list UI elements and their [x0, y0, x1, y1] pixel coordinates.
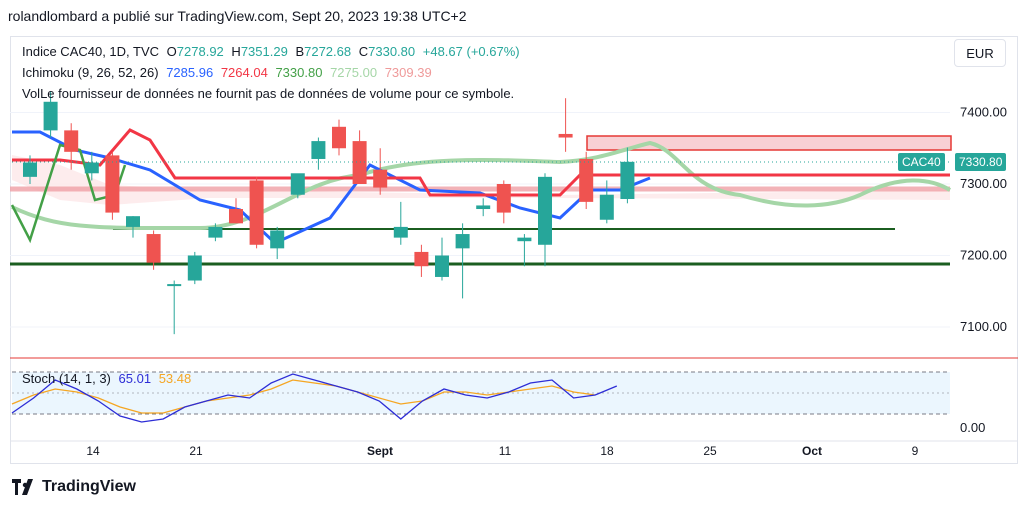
candle-body — [43, 101, 58, 131]
candle-body — [64, 130, 79, 152]
stoch-label[interactable]: Stoch (14, 1, 3) — [22, 371, 111, 386]
ichimoku-cloud — [12, 155, 950, 205]
symbol-tag: CAC40 — [898, 153, 945, 171]
stoch-d-line — [11, 379, 596, 414]
volume-note: Le fournisseur de données ne fournit pas… — [40, 86, 515, 101]
chart-frame — [10, 36, 1018, 464]
symbol-label[interactable]: Indice CAC40, 1D, TVC — [22, 44, 160, 59]
candle-body — [455, 234, 470, 249]
price-axis-label: 7200.00 — [960, 248, 1007, 263]
candle-body — [435, 255, 449, 277]
ichimoku-label[interactable]: Ichimoku (9, 26, 52, 26) — [22, 65, 159, 80]
time-axis-label: Oct — [802, 444, 822, 458]
last-price-tag: 7330.80 — [955, 153, 1007, 171]
candle-body — [517, 237, 532, 242]
resistance-zone — [586, 135, 952, 151]
candle-body — [599, 194, 614, 220]
candle-body — [476, 205, 491, 210]
candle-body — [290, 173, 305, 195]
close-prefix: C — [358, 44, 369, 59]
ichimoku-tenkan-value: 7285.96 — [166, 65, 214, 80]
candle-body — [167, 284, 182, 287]
tenkan-line — [12, 130, 651, 245]
candle-body — [187, 255, 202, 281]
candle-body — [352, 141, 367, 184]
candle-body — [620, 161, 635, 200]
ichimoku-legend: Ichimoku (9, 26, 52, 26) 7285.96 7264.04… — [22, 65, 436, 80]
time-axis-label: 11 — [499, 444, 512, 458]
candle-body — [558, 133, 573, 138]
open-prefix: O — [166, 44, 177, 59]
tradingview-logo-icon — [12, 479, 33, 495]
price-axis-label: 7400.00 — [960, 105, 1007, 120]
currency-button[interactable]: EUR — [954, 39, 1006, 67]
candle-body — [414, 251, 429, 267]
tradingview-logo[interactable]: TradingView — [12, 478, 136, 496]
time-axis-label: Sept — [367, 444, 393, 458]
low-value: 7272.68 — [304, 44, 352, 59]
senkou-a-line — [11, 140, 952, 231]
candle-body — [496, 184, 511, 213]
stoch-k-value: 65.01 — [118, 371, 152, 386]
low-prefix: B — [295, 44, 305, 59]
change-value: +48.67 (+0.67%) — [422, 44, 520, 59]
time-axis-label: 21 — [189, 444, 203, 458]
candle-body — [105, 155, 120, 213]
candle-body — [538, 176, 552, 245]
candle-body — [84, 162, 99, 174]
price-axis-label: 7100.00 — [960, 319, 1007, 334]
ichimoku-senkou-b-value: 7309.39 — [384, 65, 432, 80]
stoch-k-line — [11, 373, 618, 423]
candle-body — [579, 158, 594, 202]
candle-body — [126, 216, 140, 227]
candle-body — [373, 169, 388, 188]
stoch-legend: Stoch (14, 1, 3) 65.01 53.48 — [22, 371, 195, 386]
close-value: 7330.80 — [368, 44, 416, 59]
candle-body — [229, 209, 243, 224]
candle-body — [332, 126, 346, 149]
candle-body — [311, 141, 326, 159]
time-axis-label: 25 — [703, 444, 717, 458]
price-legend: Indice CAC40, 1D, TVC O7278.92 H7351.29 … — [22, 44, 524, 59]
ichimoku-chikou-value: 7330.80 — [275, 65, 323, 80]
candle-body — [249, 180, 264, 245]
price-axis-label: 7300.00 — [960, 176, 1007, 191]
candle-body — [208, 226, 223, 238]
high-prefix: H — [231, 44, 241, 59]
stoch-d-value: 53.48 — [158, 371, 192, 386]
open-value: 7278.92 — [176, 44, 224, 59]
volume-legend: VolLe fournisseur de données ne fournit … — [22, 86, 518, 101]
ichimoku-senkou-a-value: 7275.00 — [330, 65, 378, 80]
candle-body — [146, 234, 161, 263]
candle-body — [270, 230, 285, 249]
stoch-axis-label: 0.00 — [960, 420, 985, 435]
candle-body — [393, 226, 408, 238]
candle-body — [23, 162, 37, 177]
tradingview-brand: TradingView — [42, 478, 136, 495]
ichimoku-kijun-value: 7264.04 — [220, 65, 268, 80]
time-axis-label: 18 — [600, 444, 614, 458]
volume-prefix: Vol — [22, 86, 41, 101]
time-axis-label: 9 — [912, 444, 919, 458]
high-value: 7351.29 — [240, 44, 288, 59]
time-axis-label: 14 — [86, 444, 100, 458]
publisher-line: rolandlombard a publié sur TradingView.c… — [8, 8, 467, 24]
